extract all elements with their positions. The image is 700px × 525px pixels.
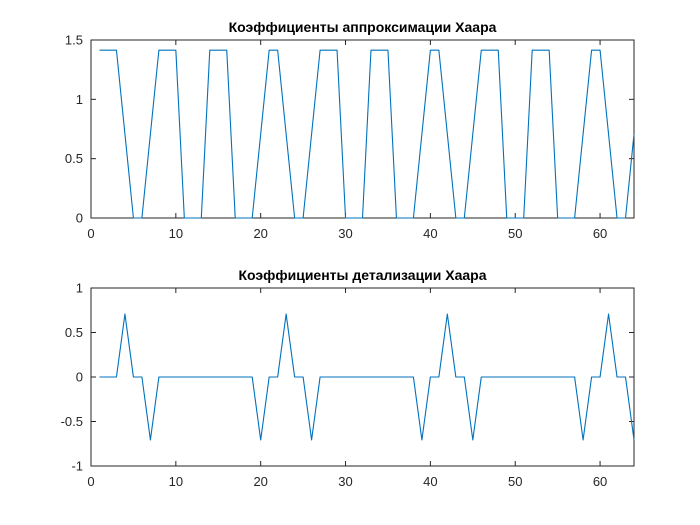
x-tick-label: 60 <box>593 474 607 489</box>
x-tick-label: 10 <box>169 474 183 489</box>
y-tick-label: 1 <box>76 281 83 296</box>
y-tick-label: 0 <box>76 370 83 385</box>
x-tick-label: 30 <box>338 474 352 489</box>
x-tick-label: 0 <box>87 474 94 489</box>
y-tick-label: -1 <box>71 459 83 474</box>
y-tick-label: 0 <box>76 211 83 226</box>
x-tick-label: 20 <box>253 474 267 489</box>
approximation-series-line <box>99 49 635 219</box>
axis-ticks: 0 10 20 30 40 50 60 -1 -0.5 0 0.5 1 <box>61 281 634 489</box>
detail-coefficients-plot: Коэффициенты детализации Хаара 0 10 20 30 40… <box>61 267 635 489</box>
y-tick-label: 0.5 <box>65 151 83 166</box>
x-tick-label: 40 <box>423 226 437 241</box>
chart-title: Коэффициенты детализации Хаара <box>238 267 486 283</box>
x-tick-label: 30 <box>338 226 352 241</box>
x-tick-label: 20 <box>253 226 267 241</box>
x-tick-label: 40 <box>423 474 437 489</box>
y-tick-label: -0.5 <box>61 414 83 429</box>
x-tick-label: 50 <box>508 226 522 241</box>
plot-area <box>90 39 635 219</box>
x-tick-label: 0 <box>87 226 94 241</box>
x-tick-label: 60 <box>593 226 607 241</box>
axis-ticks: 0 10 20 30 40 50 60 0 0.5 1 1.5 <box>65 33 634 241</box>
x-tick-label: 10 <box>169 226 183 241</box>
y-tick-label: 1.5 <box>65 33 83 48</box>
detail-series-line <box>99 313 635 441</box>
approximation-coefficients-plot: Коэффициенты аппроксимации Хаара 0 10 20 30… <box>65 19 635 241</box>
y-tick-label: 1 <box>76 92 83 107</box>
chart-title: Коэффициенты аппроксимации Хаара <box>229 19 497 35</box>
y-tick-label: 0.5 <box>65 325 83 340</box>
x-tick-label: 50 <box>508 474 522 489</box>
